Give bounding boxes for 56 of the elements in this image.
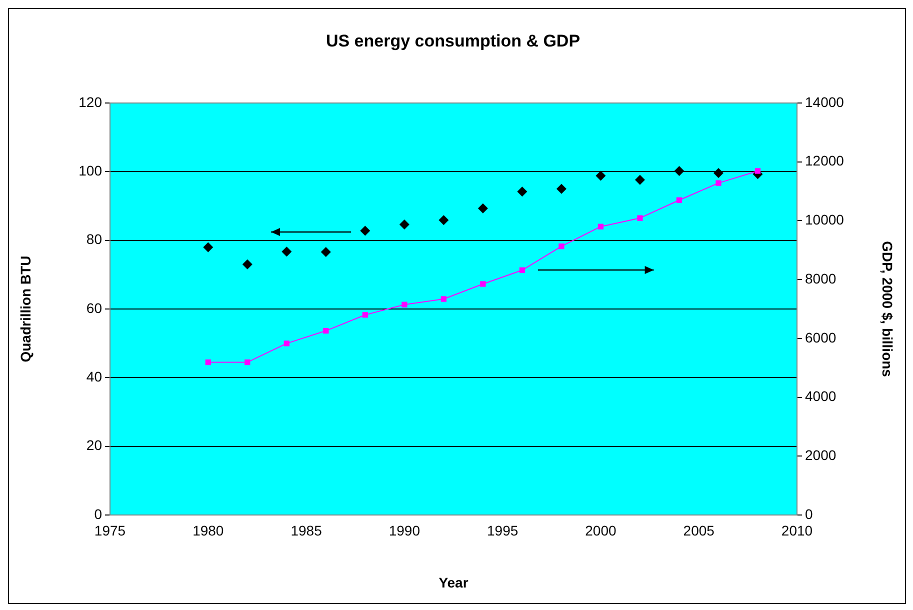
point xyxy=(558,243,564,250)
point xyxy=(438,215,449,226)
x-tick-label: 1985 xyxy=(290,522,322,538)
point xyxy=(203,242,214,252)
point xyxy=(284,340,290,346)
y2-tick-label: 2000 xyxy=(805,447,836,463)
point xyxy=(556,184,566,194)
y-tick-label: 0 xyxy=(94,506,102,522)
x-tick-label: 1995 xyxy=(486,522,518,538)
point xyxy=(596,170,606,181)
y2-tick-label: 0 xyxy=(805,506,813,522)
point xyxy=(282,246,292,257)
point xyxy=(676,197,682,203)
x-tick-label: 1990 xyxy=(388,522,420,538)
y-tick-label: 40 xyxy=(86,368,102,385)
y2-tick-label: 4000 xyxy=(805,388,836,404)
point xyxy=(634,174,645,185)
point xyxy=(598,224,604,230)
point xyxy=(716,180,722,186)
point xyxy=(244,359,250,366)
point xyxy=(360,226,370,236)
y2-tick-label: 8000 xyxy=(805,270,836,286)
x-tick-label: 2005 xyxy=(683,522,715,538)
point xyxy=(754,168,761,174)
y-tick-label: 60 xyxy=(86,300,102,316)
y2-tick-label: 14000 xyxy=(805,94,844,110)
point xyxy=(242,259,252,270)
point xyxy=(440,296,447,302)
point xyxy=(478,203,488,214)
y-axis-title: Quadrillion BTU xyxy=(17,256,34,362)
point xyxy=(402,302,408,308)
point xyxy=(519,267,526,273)
y-tick-label: 100 xyxy=(78,162,102,179)
point xyxy=(480,281,486,287)
point xyxy=(320,247,331,258)
y2-tick-label: 10000 xyxy=(805,212,844,228)
point xyxy=(323,328,329,334)
x-axis-title: Year xyxy=(438,574,469,590)
point xyxy=(517,186,528,197)
x-tick-label: 1980 xyxy=(192,522,224,538)
y2-tick-label: 6000 xyxy=(805,329,836,346)
point xyxy=(399,220,410,230)
point xyxy=(205,359,211,366)
y-tick-label: 120 xyxy=(78,94,102,110)
point xyxy=(674,166,684,176)
x-tick-label: 1975 xyxy=(94,522,126,538)
point xyxy=(713,168,724,178)
y2-axis-title: GDP, 2000 $, billions xyxy=(880,241,896,378)
x-tick-label: 2000 xyxy=(585,522,616,538)
y-tick-label: 20 xyxy=(86,437,102,454)
y-tick-label: 80 xyxy=(86,231,102,248)
y2-tick-label: 12000 xyxy=(805,152,844,169)
x-tick-label: 2010 xyxy=(781,522,813,538)
point xyxy=(637,215,643,221)
point xyxy=(362,312,368,318)
chart-title: US energy consumption & GDP xyxy=(326,32,580,51)
